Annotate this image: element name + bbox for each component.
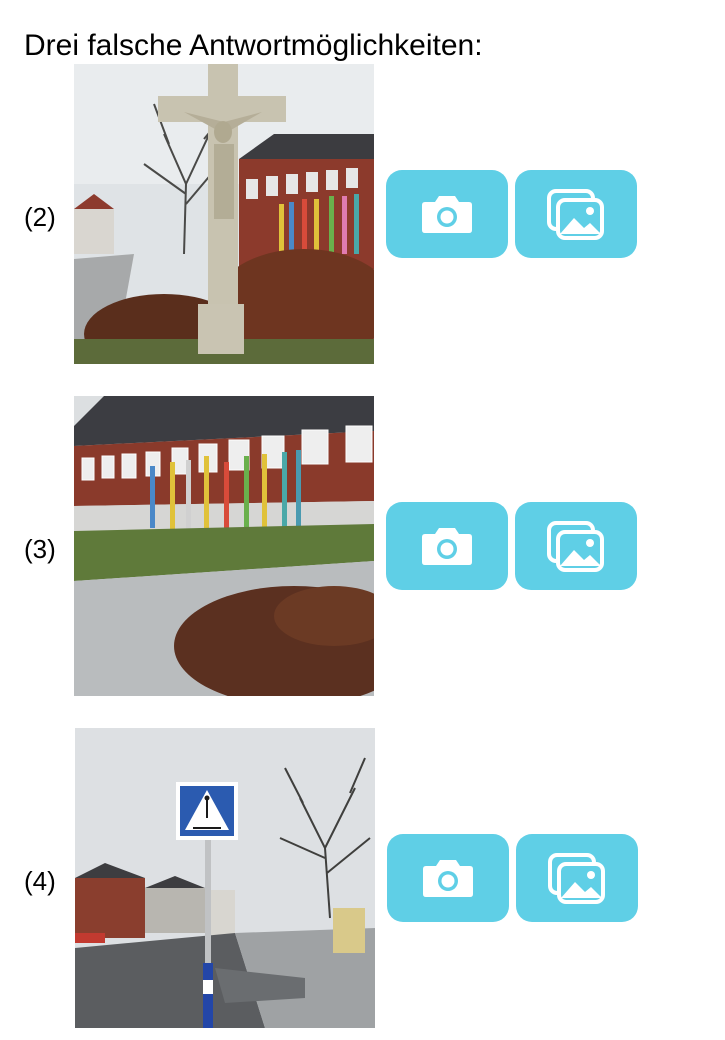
- choose-from-gallery-button[interactable]: [516, 834, 638, 922]
- option-photo-crucifix[interactable]: [74, 64, 374, 364]
- option-photo-school-building[interactable]: [74, 396, 374, 696]
- choose-from-gallery-button[interactable]: [515, 502, 637, 590]
- choose-from-gallery-button[interactable]: [515, 170, 637, 258]
- option-number-label: (4): [24, 866, 56, 896]
- crucifix-photo-image: [74, 64, 374, 364]
- option-number-label: (2): [24, 202, 56, 232]
- take-photo-button[interactable]: [386, 502, 508, 590]
- pedestrian-crossing-photo-image: [75, 728, 375, 1028]
- option-photo-pedestrian-crossing-sign[interactable]: [75, 728, 375, 1028]
- camera-icon: [422, 528, 472, 565]
- camera-icon: [422, 196, 472, 233]
- page-title: Drei falsche Antwortmöglichkeiten:: [24, 29, 483, 62]
- photo-gallery-icon: [547, 521, 604, 572]
- answer-option-2: (2): [0, 64, 725, 364]
- photo-gallery-icon: [548, 853, 605, 904]
- answer-option-3: (3): [0, 396, 725, 696]
- answer-option-4: (4): [0, 728, 725, 1028]
- camera-icon: [423, 860, 473, 897]
- option-number-label: (3): [24, 534, 56, 564]
- photo-gallery-icon: [547, 189, 604, 240]
- school-building-photo-image: [74, 396, 374, 696]
- take-photo-button[interactable]: [386, 170, 508, 258]
- take-photo-button[interactable]: [387, 834, 509, 922]
